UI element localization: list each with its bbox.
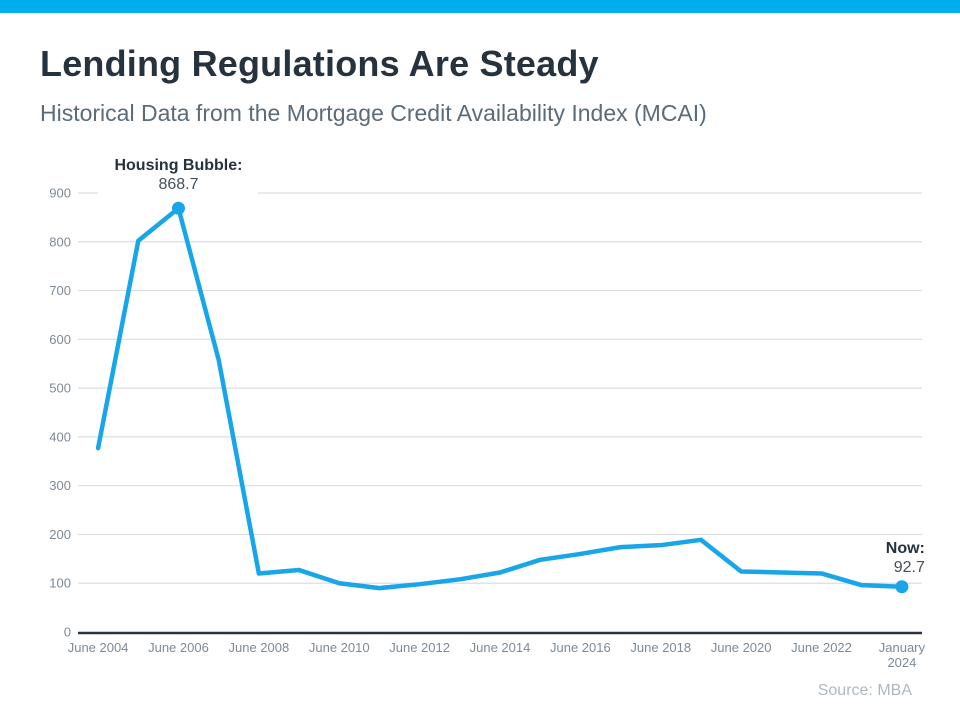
x-tick-label: June 2014 [470,640,531,655]
x-tick-label: June 2008 [228,640,289,655]
x-tick-label: June 2006 [148,640,209,655]
y-tick-label: 800 [49,234,71,249]
y-tick-label: 300 [49,478,71,493]
housing-bubble-marker [171,201,185,215]
page-subtitle: Historical Data from the Mortgage Credit… [40,100,707,126]
now-annotation-label: Now: [885,539,925,557]
x-tick-label: June 2022 [791,640,852,655]
now-annotation: Now: 92.7 [845,535,925,581]
x-tick-label: June 2020 [711,640,772,655]
x-tick-label: June 2012 [389,640,450,655]
mcai-index-line [95,206,905,591]
y-tick-label: 900 [49,186,71,201]
x-tick-label: January 2024 [879,640,926,670]
page-title: Lending Regulations Are Steady [40,43,599,84]
y-tick-label: 100 [49,576,71,591]
y-tick-label: 600 [49,332,71,347]
y-tick-label: 500 [49,381,71,396]
y-tick-label: 200 [49,527,71,542]
y-tick-label: 400 [49,429,71,444]
x-tick-label: June 2018 [630,640,691,655]
now-annotation-value: 92.7 [893,558,925,576]
now-marker [895,580,909,594]
y-tick-label: 0 [64,625,71,640]
housing-bubble-annotation-label: Housing Bubble: [114,157,243,175]
x-tick-label: June 2010 [309,640,370,655]
housing-bubble-annotation-value: 868.7 [158,176,199,194]
x-tick-label: June 2004 [68,640,129,655]
top-accent-bar [0,0,960,13]
x-tick-label: June 2016 [550,640,611,655]
y-tick-label: 700 [49,283,71,298]
housing-bubble-annotation: Housing Bubble: 868.7 [98,152,259,199]
source-note: Source: MBA [817,682,912,699]
